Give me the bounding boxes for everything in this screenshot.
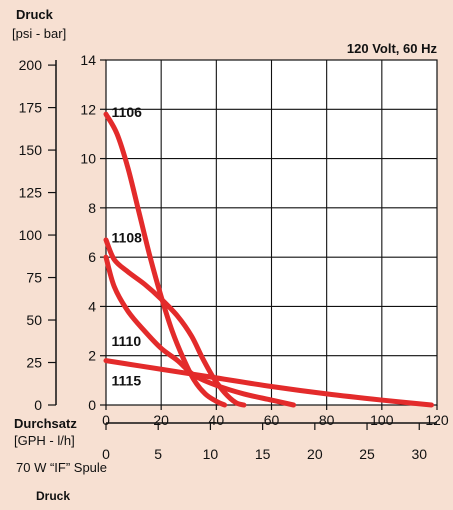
- bar-tick-label: 2: [88, 348, 96, 364]
- bar-tick-label: 10: [80, 151, 96, 167]
- lph-tick-label: 20: [153, 412, 169, 428]
- psi-tick-label: 100: [19, 227, 43, 243]
- gph-tick-label: 15: [255, 446, 271, 462]
- curve-1108: [103, 237, 247, 408]
- pressure-axis-title: Druck: [16, 7, 54, 22]
- bar-tick-group: 0 2 4 6 8 10 12 14: [80, 52, 106, 413]
- lph-tick-label: 100: [370, 412, 394, 428]
- bar-tick-label: 4: [88, 298, 96, 314]
- series-label-1115: 1115: [112, 372, 142, 388]
- psi-tick-group: 0 25 50 75 100 125 150 175 200: [19, 57, 56, 413]
- lph-tick-label: 40: [209, 412, 225, 428]
- bar-tick-label: 14: [80, 52, 96, 68]
- lph-tick-label: 120: [425, 412, 449, 428]
- psi-tick-label: 75: [26, 270, 42, 286]
- psi-tick-label: 125: [19, 185, 43, 201]
- gph-tick-label: 30: [411, 446, 427, 462]
- curve-1106: [103, 111, 228, 408]
- gph-tick-label: 20: [307, 446, 323, 462]
- psi-tick-label: 150: [19, 142, 43, 158]
- gph-tick-group: 0 5 10 15 20 25 30: [102, 423, 427, 462]
- lph-tick-label: 0: [102, 412, 110, 428]
- footnote-label: 70 W “IF” Spule: [16, 460, 107, 475]
- gph-tick-label: 10: [203, 446, 219, 462]
- series-label-1108: 1108: [112, 229, 143, 245]
- gph-tick-label: 5: [154, 446, 162, 462]
- psi-tick-label: 50: [26, 312, 42, 328]
- series-label-1110: 1110: [112, 333, 142, 349]
- psi-tick-label: 175: [19, 100, 43, 116]
- curve-1115: [103, 358, 434, 408]
- pressure-axis-unit: [psi - bar]: [12, 26, 66, 41]
- flow-axis-unit: [GPH - l/h]: [14, 433, 75, 448]
- psi-tick-label: 200: [19, 57, 43, 73]
- chart-title: 120 Volt, 60 Hz: [347, 41, 438, 56]
- lph-tick-label: 80: [319, 412, 335, 428]
- flow-axis-title: Durchsatz: [14, 416, 77, 431]
- curve-1110: [103, 254, 297, 408]
- lph-tick-label: 60: [264, 412, 280, 428]
- bar-tick-label: 8: [88, 200, 96, 216]
- bar-tick-label: 0: [88, 397, 96, 413]
- lph-tick-group: 0 20 40 60 80 100 120: [102, 405, 449, 428]
- bar-tick-label: 12: [80, 101, 96, 117]
- series-label-1106: 1106: [112, 104, 143, 120]
- bar-tick-label: 6: [88, 249, 96, 265]
- psi-tick-label: 0: [34, 397, 42, 413]
- curve-group: 1106 1108 1110 1115: [103, 104, 434, 408]
- footer-label: Druck: [36, 489, 70, 503]
- gph-tick-label: 25: [359, 446, 375, 462]
- psi-tick-label: 25: [26, 355, 42, 371]
- gph-tick-label: 0: [102, 446, 110, 462]
